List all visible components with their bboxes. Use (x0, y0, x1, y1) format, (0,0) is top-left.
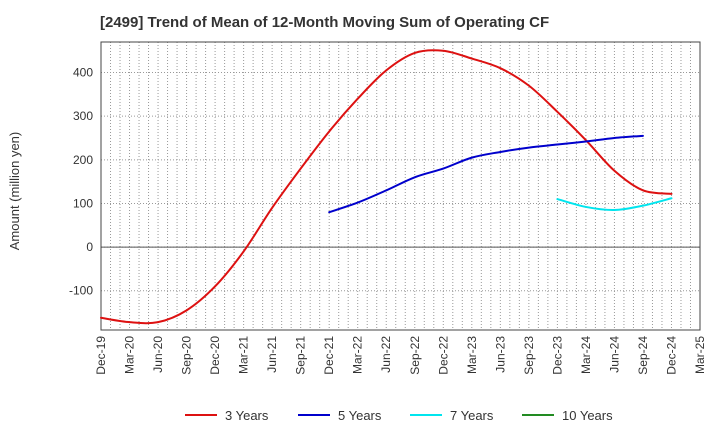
x-tick-label: Dec-22 (436, 336, 450, 375)
x-axis: Dec-19 Mar-20 Jun-20 Sep-20 Dec-20 Mar-21 Jun-… (94, 336, 707, 375)
x-tick-label: Sep-20 (180, 336, 194, 375)
x-tick-label: Sep-21 (294, 336, 308, 375)
chart-title: [2499] Trend of Mean of 12-Month Moving … (100, 14, 549, 31)
x-tick-label: Sep-24 (636, 336, 650, 375)
x-tick-label: Mar-22 (351, 336, 365, 374)
plot-area (100, 41, 701, 331)
series-lines (100, 49, 673, 325)
x-tick-label: Mar-25 (693, 336, 707, 374)
x-tick-label: Mar-20 (123, 336, 137, 374)
x-tick-label: Jun-20 (151, 336, 165, 373)
legend-label: 7 Years (450, 408, 494, 423)
x-tick-label: Jun-24 (607, 336, 621, 373)
x-tick-label: Jun-23 (493, 336, 507, 373)
x-tick-label: Dec-21 (322, 336, 336, 375)
legend: 3 Years 5 Years 7 Years 10 Years (185, 408, 613, 423)
y-axis: 400 300 200 100 0 -100 (69, 66, 93, 298)
x-tick-label: Mar-23 (465, 336, 479, 374)
y-tick-label: -100 (69, 284, 93, 298)
x-tick-label: Dec-19 (94, 336, 108, 375)
x-tick-label: Sep-23 (522, 336, 536, 375)
grid (101, 42, 700, 330)
y-tick-label: 200 (73, 153, 93, 167)
series-line-5-years (328, 134, 644, 214)
y-tick-label: 100 (73, 196, 93, 210)
x-tick-label: Mar-21 (237, 336, 251, 374)
y-tick-label: 300 (73, 109, 93, 123)
legend-label: 5 Years (338, 408, 382, 423)
y-tick-label: 0 (86, 240, 93, 254)
x-tick-label: Jun-22 (379, 336, 393, 373)
series-line-3-years (100, 49, 673, 325)
x-tick-label: Dec-20 (208, 336, 222, 375)
legend-label: 10 Years (562, 408, 613, 423)
x-tick-label: Mar-24 (579, 336, 593, 374)
x-tick-label: Dec-23 (550, 336, 564, 375)
series-line-7-years (556, 197, 673, 212)
x-tick-label: Jun-21 (265, 336, 279, 373)
legend-label: 3 Years (225, 408, 269, 423)
x-tick-label: Sep-22 (408, 336, 422, 375)
x-tick-label: Dec-24 (664, 336, 678, 375)
y-axis-label: Amount (million yen) (7, 132, 22, 251)
y-tick-label: 400 (73, 66, 93, 80)
